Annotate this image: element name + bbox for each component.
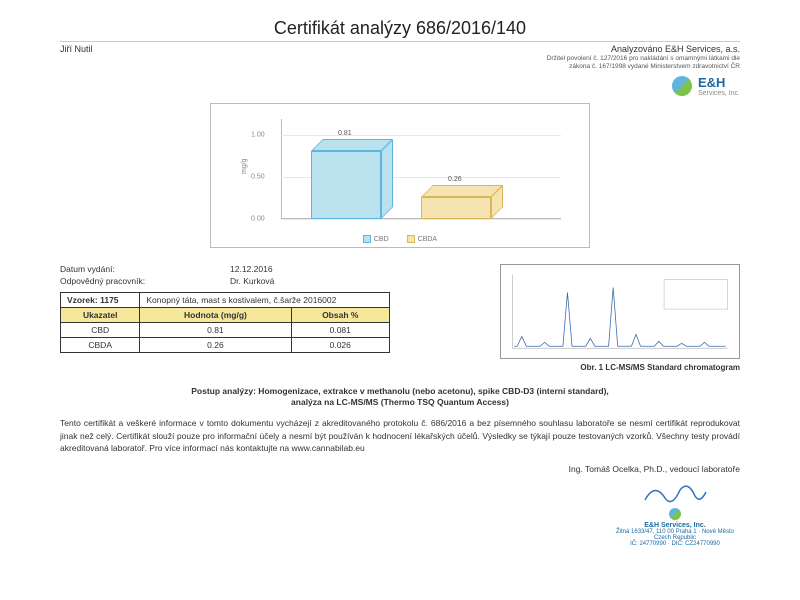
footer-stamp: E&H Services, Inc. Žitná 1633/47, 110 00… bbox=[60, 478, 740, 547]
date-value: 12.12.2016 bbox=[230, 264, 273, 274]
sample-desc: Konopný táta, mast s kostivalem, č.šarže… bbox=[140, 292, 390, 307]
col-hodnota: Hodnota (mg/g) bbox=[140, 307, 291, 322]
logo-text-block: E&H Services, Inc. bbox=[698, 75, 740, 97]
bar-chart: mg/g 0.00 0.50 1.00 0.81 0.26 CBD CBDA bbox=[210, 103, 590, 248]
resp-value: Dr. Kurková bbox=[230, 276, 274, 286]
legend-item: CBDA bbox=[407, 235, 437, 243]
y-tick: 0.50 bbox=[251, 173, 265, 180]
procedure-line-2: analýza na LC-MS/MS (Thermo TSQ Quantum … bbox=[60, 397, 740, 409]
date-label: Datum vydání: bbox=[60, 264, 200, 274]
bar-cbda: 0.26 bbox=[421, 197, 491, 219]
issue-date-row: Datum vydání: 12.12.2016 bbox=[60, 264, 434, 274]
table-row: CBDA0.260.026 bbox=[61, 337, 390, 352]
results-table: Vzorek: 1175 Konopný táta, mast s kostiv… bbox=[60, 292, 390, 353]
y-tick: 1.00 bbox=[251, 132, 265, 139]
chart-area: 0.000.501.000.810.26 bbox=[281, 119, 561, 219]
bar-value-label: 0.81 bbox=[338, 130, 352, 137]
sub-header: Jiří Nutil Analyzováno E&H Services, a.s… bbox=[60, 41, 740, 54]
table-cell: CBD bbox=[61, 322, 140, 337]
table-cell: 0.081 bbox=[291, 322, 389, 337]
table-header-row: Ukazatel Hodnota (mg/g) Obsah % bbox=[61, 307, 390, 322]
signatory-name: Ing. Tomáš Ocelka, Ph.D., vedoucí labora… bbox=[569, 464, 740, 474]
details-row: Datum vydání: 12.12.2016 Odpovědný praco… bbox=[60, 264, 740, 372]
resp-label: Odpovědný pracovník: bbox=[60, 276, 200, 286]
legal-line-1: Držitel povolení č. 127/2016 pro nakládá… bbox=[60, 55, 740, 63]
analyzed-by: Analyzováno E&H Services, a.s. bbox=[611, 44, 740, 54]
company-stamp: E&H Services, Inc. Žitná 1633/47, 110 00… bbox=[610, 478, 740, 547]
y-axis-label: mg/g bbox=[241, 158, 248, 174]
sample-cell: Vzorek: 1175 bbox=[61, 292, 140, 307]
logo-text: E&H bbox=[698, 75, 740, 90]
legend-label: CBDA bbox=[418, 235, 437, 242]
table-cell: 0.026 bbox=[291, 337, 389, 352]
procedure-text: Postup analýzy: Homogenizace, extrakce v… bbox=[60, 386, 740, 410]
table-row: CBD0.810.081 bbox=[61, 322, 390, 337]
responsible-row: Odpovědný pracovník: Dr. Kurková bbox=[60, 276, 434, 286]
col-ukazatel: Ukazatel bbox=[61, 307, 140, 322]
chart-legend: CBD CBDA bbox=[211, 235, 589, 243]
bar-value-label: 0.26 bbox=[448, 176, 462, 183]
signature-row: Ing. Tomáš Ocelka, Ph.D., vedoucí labora… bbox=[60, 464, 740, 474]
disclaimer-text: Tento certifikát a veškeré informace v t… bbox=[60, 417, 740, 454]
y-axis bbox=[281, 119, 282, 219]
chromatogram-caption: Obr. 1 LC-MS/MS Standard chromatogram bbox=[500, 363, 740, 372]
logo-block: E&H Services, Inc. bbox=[60, 75, 740, 97]
legal-line-2: zákona č. 167/1998 vydané Ministerstvem … bbox=[60, 63, 740, 71]
sample-id: 1175 bbox=[100, 295, 118, 305]
legal-note: Držitel povolení č. 127/2016 pro nakládá… bbox=[60, 55, 740, 71]
legend-swatch-icon bbox=[363, 235, 371, 243]
chromatogram bbox=[500, 264, 740, 359]
sample-row: Vzorek: 1175 Konopný táta, mast s kostiv… bbox=[61, 292, 390, 307]
person-name: Jiří Nutil bbox=[60, 44, 93, 54]
stamp-logo-icon bbox=[669, 508, 681, 520]
legend-swatch-icon bbox=[407, 235, 415, 243]
signature-icon bbox=[640, 480, 710, 506]
table-cell: 0.26 bbox=[140, 337, 291, 352]
legend-item: CBD bbox=[363, 235, 389, 243]
page-title: Certifikát analýzy 686/2016/140 bbox=[60, 18, 740, 39]
sample-label: Vzorek: bbox=[67, 295, 98, 305]
table-cell: 0.81 bbox=[140, 322, 291, 337]
legend-label: CBD bbox=[374, 235, 389, 242]
logo-subtext: Services, Inc. bbox=[698, 90, 740, 97]
table-cell: CBDA bbox=[61, 337, 140, 352]
eh-logo-icon bbox=[672, 76, 692, 96]
procedure-line-1: Postup analýzy: Homogenizace, extrakce v… bbox=[60, 386, 740, 398]
chromatogram-block: Obr. 1 LC-MS/MS Standard chromatogram bbox=[500, 264, 740, 372]
certificate-page: Certifikát analýzy 686/2016/140 Jiří Nut… bbox=[0, 0, 800, 557]
stamp-ids: IČ: 24770990 · DIČ: CZ24770990 bbox=[610, 541, 740, 547]
bar-cbd: 0.81 bbox=[311, 151, 381, 219]
meta-and-table: Datum vydání: 12.12.2016 Odpovědný praco… bbox=[60, 264, 434, 353]
y-tick: 0.00 bbox=[251, 215, 265, 222]
col-obsah: Obsah % bbox=[291, 307, 389, 322]
